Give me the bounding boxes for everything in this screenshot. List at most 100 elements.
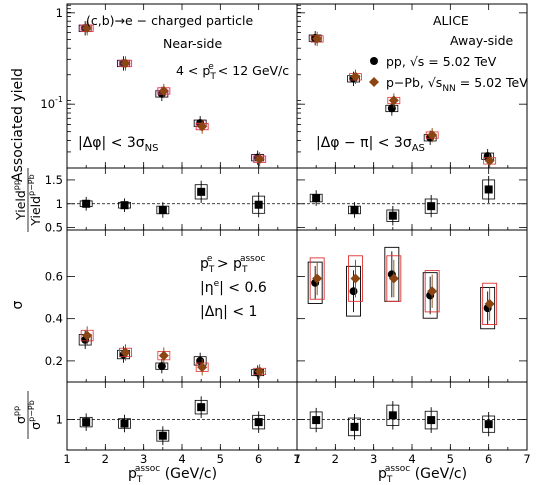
y-tick-label: 1 <box>56 197 63 211</box>
panel-sigma-ratio-near: 1 2 3 4 5 6 71 <box>56 381 527 466</box>
data-point-ppb <box>254 366 265 377</box>
y-tick-label: 1 <box>56 412 63 426</box>
data-point <box>197 403 206 412</box>
data-point-ppb <box>120 58 131 69</box>
ylabel-sigma: σ <box>10 300 26 309</box>
x-tick-label: 7 <box>523 452 530 466</box>
x-tick-label: 1 <box>293 452 300 466</box>
data-point-ppb <box>82 23 93 34</box>
near-side-label: Near-side <box>163 36 222 51</box>
data-point-ppb <box>484 155 495 166</box>
sys-box <box>348 255 363 302</box>
sys-box <box>309 257 325 300</box>
data-point <box>427 416 436 425</box>
y-tick-label: 0.5 <box>45 221 63 235</box>
sys-box <box>307 261 323 304</box>
xlabel-near: pTassoc (GeV/c) <box>128 464 217 485</box>
x-tick-label: 4 <box>178 452 185 466</box>
sys-box <box>346 265 361 317</box>
data-point-pp <box>349 287 358 296</box>
experiment-label: ALICE <box>433 13 469 28</box>
data-point <box>388 411 397 420</box>
data-point-ppb <box>158 85 169 96</box>
ylabel-yield: Associated yield <box>10 68 26 182</box>
y-tick-label: 1 <box>56 6 63 20</box>
data-point <box>388 211 397 220</box>
x-tick-label: 2 <box>102 452 109 466</box>
legend-pp-marker <box>370 57 378 65</box>
cut-pt-label: pTe > pTassoc <box>200 254 265 275</box>
data-point <box>427 202 436 211</box>
y-tick-label: 0.6 <box>45 269 63 283</box>
legend-pp: pp, √s = 5.02 TeV <box>386 54 497 69</box>
data-point <box>158 205 167 214</box>
sys-box <box>482 282 498 326</box>
data-point <box>82 199 91 208</box>
data-point-ppb <box>427 129 438 140</box>
data-point <box>158 431 167 440</box>
panel-frame <box>66 167 298 231</box>
data-point-ppb <box>82 330 93 341</box>
x-tick-label: 7 <box>293 452 300 466</box>
data-point-ppb <box>388 95 399 106</box>
panels: 10-110.511.50.20.40.61 2 3 4 5 6 711 2 3 4 5 6 7 <box>40 3 531 466</box>
sys-box <box>422 272 438 319</box>
x-tick-label: 6 <box>255 452 262 466</box>
sys-box <box>424 270 440 313</box>
y-tick-label: 10-1 <box>40 95 63 111</box>
data-point-ppb <box>158 350 169 361</box>
x-tick-label: 3 <box>370 452 377 466</box>
x-tick-label: 4 <box>408 452 415 466</box>
data-point <box>254 200 263 209</box>
x-tick-label: 3 <box>140 452 147 466</box>
data-point-ppb <box>197 121 208 132</box>
pt-range-label: 4 < pTe < 12 GeV/c <box>176 62 289 82</box>
legend-ppb: p−Pb, √sNN = 5.02 TeV <box>386 75 528 94</box>
data-point-ppb <box>254 154 265 165</box>
y-tick-label: 0.4 <box>45 312 63 326</box>
data-point-pp <box>157 362 166 371</box>
dphi-ns-label: |Δφ| < 3σNS <box>78 135 159 154</box>
data-point <box>312 194 321 203</box>
panel-yield-ratio-near: 0.5 1 1.5 <box>45 167 527 235</box>
data-point <box>350 422 359 431</box>
ylabel-yield-ratio: Yieldpp Yieldp−Pb <box>12 168 43 232</box>
sys-box <box>480 286 496 330</box>
data-point <box>484 420 493 429</box>
data-point-ppb <box>388 273 399 284</box>
away-side-label: Away-side <box>450 33 514 48</box>
panel-frame <box>66 229 298 383</box>
data-point <box>312 416 321 425</box>
cut-deta-label: |Δη| < 1 <box>200 304 257 320</box>
data-point-pp <box>387 104 396 113</box>
svg-text:Yieldpp: Yieldpp <box>12 180 28 221</box>
legend-ppb-marker <box>369 77 379 87</box>
data-point <box>484 185 493 194</box>
data-point-ppb <box>312 33 323 44</box>
data-point-ppb <box>312 273 323 284</box>
xlabel-away: pTassoc (GeV/c) <box>378 464 467 485</box>
x-tick-label: 5 <box>447 452 454 466</box>
data-point-ppb <box>120 347 131 358</box>
x-tick-label: 6 <box>485 452 492 466</box>
y-tick-label: 0.2 <box>45 354 63 368</box>
data-point-ppb <box>350 273 361 284</box>
data-point <box>82 418 91 427</box>
x-tick-label: 2 <box>332 452 339 466</box>
panel-sigma-ratio-away: 1 2 3 4 5 6 7 <box>293 381 531 466</box>
data-point-ppb <box>350 71 361 82</box>
data-point <box>350 205 359 214</box>
process-label: (c,b)→e − charged particle <box>86 13 253 28</box>
panel-yield-ratio-away <box>296 167 528 231</box>
data-point-ppb <box>484 298 495 309</box>
data-point-ppb <box>197 362 208 373</box>
data-point <box>197 187 206 196</box>
panel-sigma-near: 0.2 0.4 0.6 <box>45 229 527 383</box>
y-tick-label: 1.5 <box>45 173 63 187</box>
svg-text:σp−Pb: σp−Pb <box>27 400 43 430</box>
data-point <box>254 418 263 427</box>
sys-box <box>386 255 402 302</box>
dphi-as-label: |Δφ − π| < 3σAS <box>316 135 425 154</box>
data-point-ppb <box>427 286 438 297</box>
